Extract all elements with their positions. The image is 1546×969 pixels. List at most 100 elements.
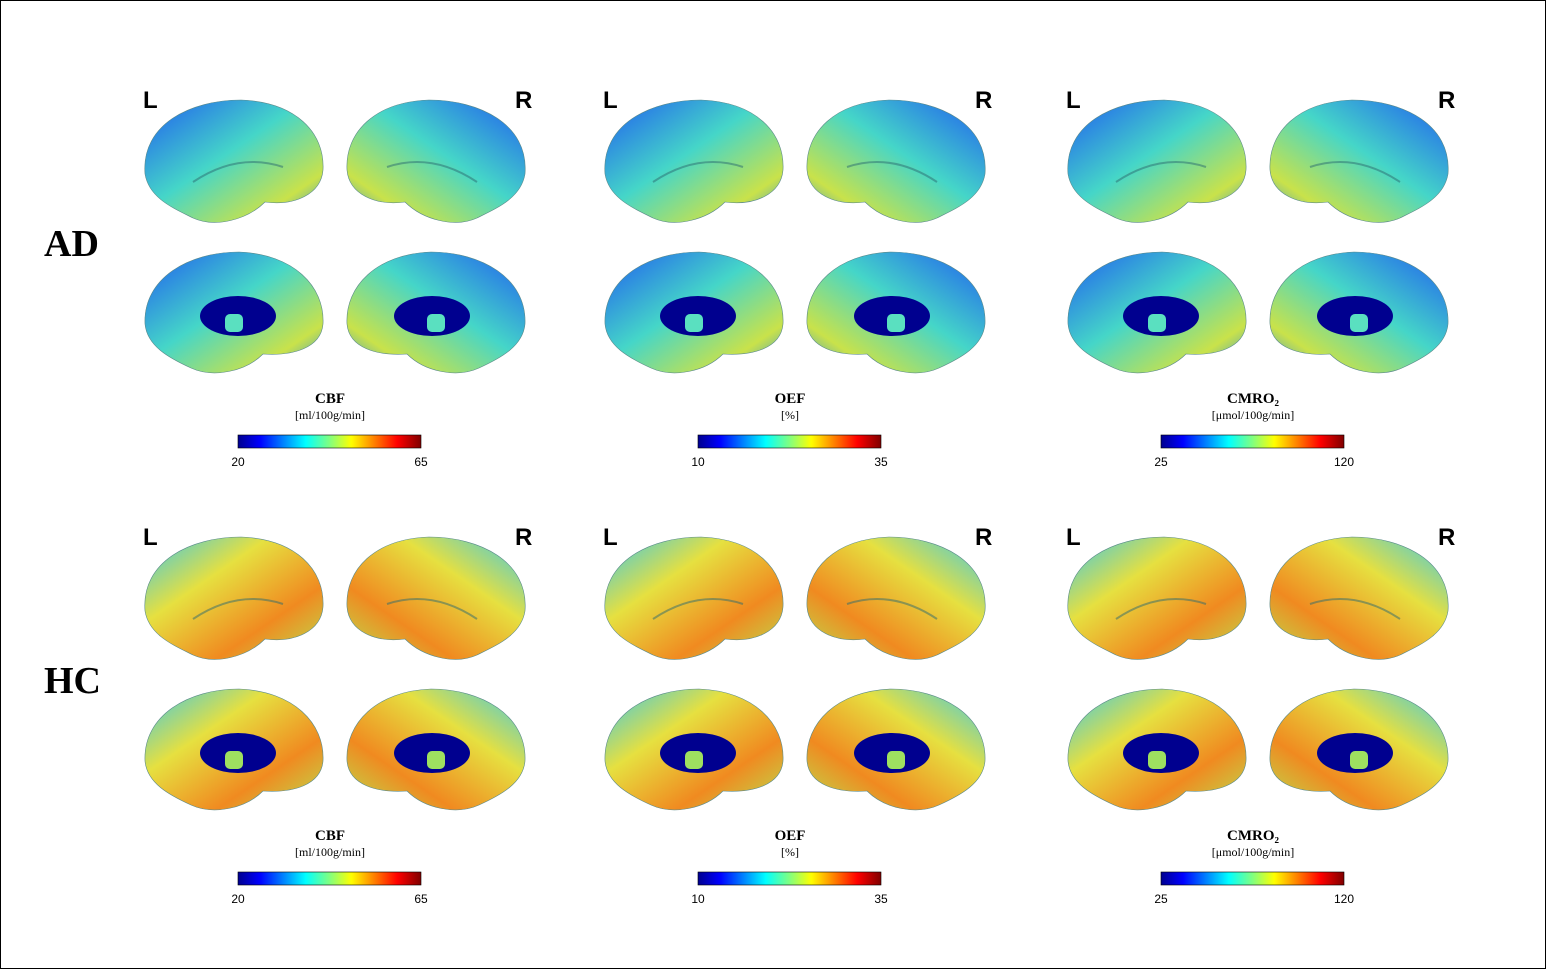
measure-unit: [μmol/100g/min] (1212, 408, 1294, 422)
colorbar-min: 10 (691, 455, 705, 469)
brain-lateral (1067, 99, 1247, 223)
colorbar-max: 120 (1334, 455, 1354, 469)
cortex (604, 99, 784, 223)
cortex (1067, 536, 1247, 660)
sulcus (386, 161, 478, 183)
brain-medial (806, 251, 986, 374)
sulcus (386, 598, 478, 620)
thalamus (887, 314, 905, 332)
brain-medial (1067, 688, 1247, 811)
hemisphere-right: R (975, 87, 992, 114)
thalamus (225, 751, 243, 769)
colorbar-max: 65 (414, 892, 428, 906)
sulcus (652, 161, 744, 183)
group-label: HC (44, 660, 101, 702)
cortex (806, 99, 986, 223)
hemisphere-left: L (143, 524, 158, 551)
thalamus (1350, 314, 1368, 332)
thalamus (1148, 314, 1166, 332)
sulcus (1309, 598, 1401, 620)
thalamus (887, 751, 905, 769)
brain-medial (144, 688, 324, 811)
measure-title: CBF (315, 391, 345, 407)
brain-lateral (604, 536, 784, 660)
sulcus (1115, 598, 1207, 620)
colorbar-max: 35 (874, 455, 888, 469)
thalamus (685, 751, 703, 769)
sulcus (846, 161, 938, 183)
brain-lateral (1269, 536, 1449, 660)
hemisphere-right: R (1438, 87, 1455, 114)
brain-lateral (604, 99, 784, 223)
thalamus (225, 314, 243, 332)
hemisphere-right: R (1438, 524, 1455, 551)
colorbar (1160, 434, 1345, 449)
brain-medial (806, 688, 986, 811)
colorbar-min: 20 (231, 892, 245, 906)
measure-title: CMRO₂ (1227, 828, 1279, 844)
colorbar-max: 120 (1334, 892, 1354, 906)
cortex (346, 99, 526, 223)
measure-unit: [%] (781, 408, 799, 422)
colorbar-min: 10 (691, 892, 705, 906)
measure-title: OEF (775, 391, 806, 407)
measure-unit: [ml/100g/min] (295, 845, 365, 859)
measure-unit: [μmol/100g/min] (1212, 845, 1294, 859)
sulcus (1115, 161, 1207, 183)
thalamus (685, 314, 703, 332)
brain-medial (346, 251, 526, 374)
thalamus (427, 751, 445, 769)
hemisphere-right: R (515, 87, 532, 114)
sulcus (192, 598, 284, 620)
hemisphere-left: L (143, 87, 158, 114)
measure-unit: [%] (781, 845, 799, 859)
colorbar (697, 871, 882, 886)
cortex (806, 536, 986, 660)
hemisphere-left: L (1066, 87, 1081, 114)
brain-lateral (346, 99, 526, 223)
measure-title: CBF (315, 828, 345, 844)
brain-medial (1067, 251, 1247, 374)
colorbar-min: 25 (1154, 892, 1168, 906)
thalamus (1350, 751, 1368, 769)
brain-lateral (806, 536, 986, 660)
hemisphere-left: L (603, 524, 618, 551)
hemisphere-right: R (975, 524, 992, 551)
brain-medial (144, 251, 324, 374)
colorbar-max: 65 (414, 455, 428, 469)
thalamus (1148, 751, 1166, 769)
brain-medial (604, 688, 784, 811)
colorbar (237, 434, 422, 449)
brain-medial (1269, 688, 1449, 811)
brain-lateral (144, 99, 324, 223)
brain-lateral (346, 536, 526, 660)
sulcus (846, 598, 938, 620)
hemisphere-right: R (515, 524, 532, 551)
measure-title: OEF (775, 828, 806, 844)
brain-lateral (144, 536, 324, 660)
hemisphere-left: L (1066, 524, 1081, 551)
cortex (1269, 99, 1449, 223)
sulcus (192, 161, 284, 183)
thalamus (427, 314, 445, 332)
group-label: AD (44, 223, 99, 265)
brain-medial (1269, 251, 1449, 374)
brain-lateral (1067, 536, 1247, 660)
brain-lateral (806, 99, 986, 223)
cortex (1067, 99, 1247, 223)
sulcus (652, 598, 744, 620)
colorbar (1160, 871, 1345, 886)
sulcus (1309, 161, 1401, 183)
hemisphere-left: L (603, 87, 618, 114)
brain-lateral (1269, 99, 1449, 223)
cortex (346, 536, 526, 660)
cortex (604, 536, 784, 660)
colorbar-max: 35 (874, 892, 888, 906)
brain-medial (604, 251, 784, 374)
colorbar (237, 871, 422, 886)
colorbar (697, 434, 882, 449)
colorbar-min: 25 (1154, 455, 1168, 469)
brain-medial (346, 688, 526, 811)
cortex (144, 99, 324, 223)
